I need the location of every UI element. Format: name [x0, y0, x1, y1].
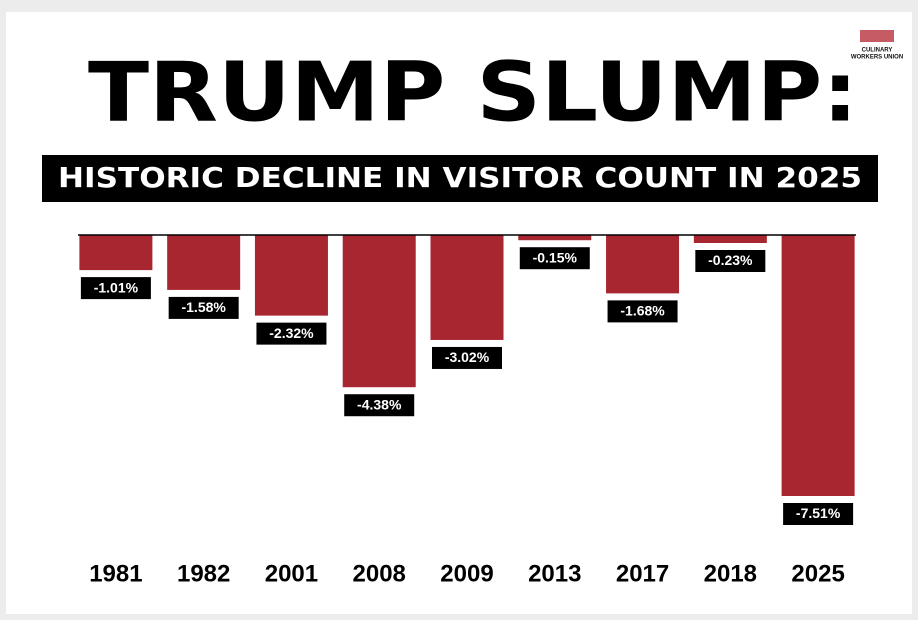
bar: [430, 235, 504, 340]
x-tick-label: 2017: [616, 560, 669, 587]
value-label-box: [80, 277, 151, 300]
bar: [167, 235, 241, 290]
chart-title: TRUMP SLUMP:: [88, 45, 858, 140]
logo-text: WORKERS UNION: [851, 55, 903, 61]
subtitle-box: [42, 155, 878, 202]
value-label-box: [344, 394, 415, 417]
value-label: -1.01%: [94, 279, 139, 295]
x-tick-label: 1981: [89, 560, 142, 587]
value-label: -0.15%: [533, 249, 578, 265]
value-label: -2.32%: [269, 325, 314, 341]
logo: CULINARY WORKERS UNION: [851, 30, 903, 61]
value-label: -4.38%: [357, 396, 402, 412]
bar: [693, 235, 767, 243]
value-label: -3.02%: [445, 349, 490, 365]
x-tick-label: 2018: [704, 560, 757, 587]
bar: [79, 235, 153, 271]
x-tick-label: 2013: [528, 560, 581, 587]
bar: [254, 235, 328, 316]
x-tick-label: 2001: [265, 560, 318, 587]
value-label: -1.58%: [181, 299, 226, 315]
value-label-box: [168, 296, 239, 319]
bar: [606, 235, 680, 294]
value-label: -0.23%: [708, 252, 753, 268]
x-tick-label: 1982: [177, 560, 230, 587]
value-label-box: [607, 300, 678, 323]
logo-figures: [860, 30, 894, 42]
value-label-box: [695, 249, 766, 272]
x-tick-label: 2008: [353, 560, 406, 587]
bar: [342, 235, 416, 388]
x-tick-label: 2009: [440, 560, 493, 587]
bar: [781, 235, 855, 496]
value-label-box: [783, 503, 854, 525]
chart-subtitle: HISTORIC DECLINE IN VISITOR COUNT IN 202…: [58, 161, 862, 194]
value-label-box: [432, 346, 502, 369]
value-label: -1.68%: [620, 303, 665, 319]
value-label-box: [519, 247, 590, 270]
bar: [518, 235, 592, 241]
x-tick-label: 2025: [791, 560, 844, 587]
value-label-box: [256, 322, 327, 345]
logo-text: CULINARY: [862, 48, 893, 54]
value-label: -7.51%: [796, 505, 841, 521]
